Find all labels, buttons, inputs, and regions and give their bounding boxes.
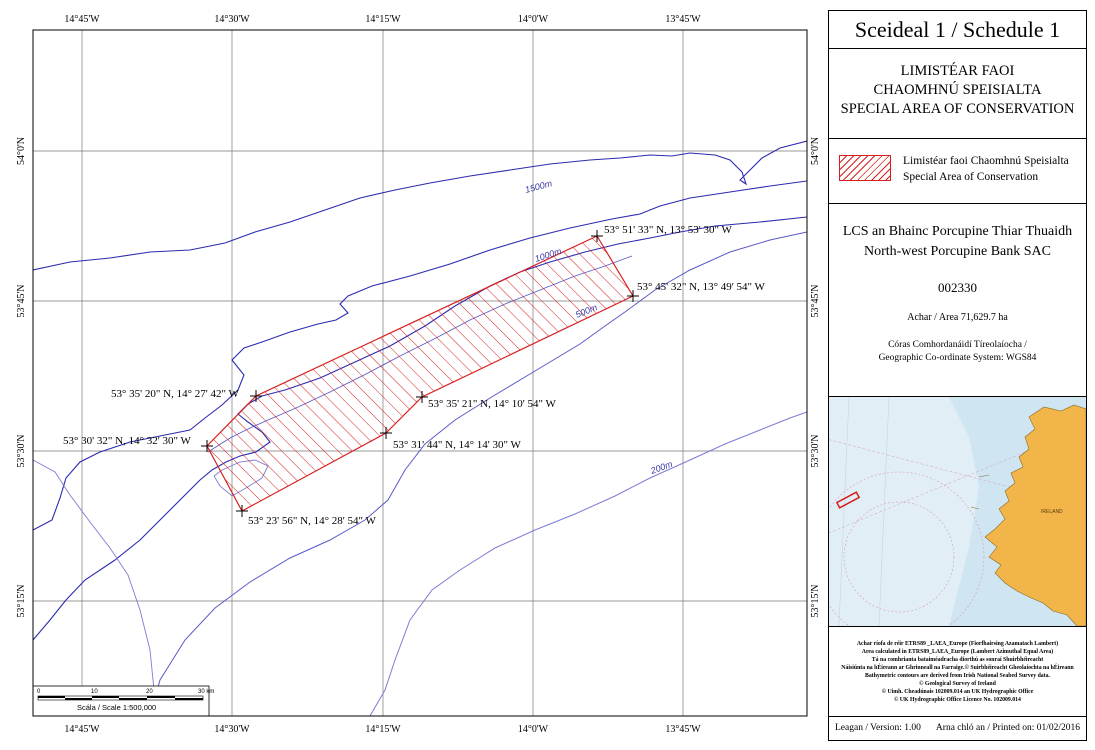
- top-lon-label: 14°45'W: [64, 14, 100, 25]
- vertex-markers: [201, 230, 639, 517]
- version-footer: Leagan / Version: 1.00 Arna chló an / Pr…: [829, 716, 1086, 740]
- credit-line: Tá na comhrianta bataiméadracha díorthú …: [871, 657, 1044, 663]
- legend-label-en: Special Area of Conservation: [903, 171, 1039, 183]
- sac-heading-line-2: CHAOMHNÚ SPEISIALTA: [873, 82, 1042, 98]
- bottom-lon-labels: 14°45'W 14°30'W 14°15'W 14°0'W 13°45'W: [64, 724, 701, 735]
- scale-caption: Scála / Scale 1:500,000: [77, 703, 156, 712]
- top-lon-label: 14°30'W: [214, 14, 250, 25]
- credit-line: Area calculated in ETRS89_LAEA_Europe (L…: [861, 649, 1054, 655]
- left-lat-label: 53°45'N: [16, 284, 27, 317]
- sac-heading: LIMISTÉAR FAOI CHAOMHNÚ SPEISIALTA SPECI…: [829, 49, 1086, 139]
- coord-system-ga: Córas Comhordanáidí Tíreolaíocha /: [888, 340, 1027, 350]
- left-lat-labels: 54°0'N 53°45'N 53°30'N 53°15'N: [16, 137, 27, 618]
- scale-tick-30: 30 km: [198, 689, 214, 695]
- right-lat-label: 53°45'N: [810, 284, 821, 317]
- vertex-label-3: 53° 35' 21" N, 14° 10' 54" W: [428, 398, 556, 410]
- inset-sac-location: [835, 491, 861, 509]
- credit-line: © Uimh. Cheadúnais 102009.014 an UK Hydr…: [881, 689, 1034, 695]
- ireland-landmass: [984, 404, 1086, 626]
- location-inset: IRELAND: [829, 397, 1086, 627]
- vertex-label-6: 53° 30' 32" N, 14° 32' 30" W: [63, 435, 191, 447]
- contour-1500m: [33, 140, 807, 271]
- inset-ireland-label: IRELAND: [1041, 509, 1063, 515]
- credit-line: © UK Hydrographic Office Licence No. 102…: [894, 697, 1021, 703]
- site-area: Achar / Area 71,629.7 ha: [907, 312, 1008, 323]
- vertex-label-2: 53° 45' 32" N, 13° 49' 54" W: [637, 281, 765, 293]
- bottom-lon-label: 14°45'W: [64, 724, 100, 735]
- left-lat-label: 53°15'N: [16, 584, 27, 617]
- site-name-ga: LCS an Bhainc Porcupine Thiar Thuaidh: [842, 224, 1073, 239]
- right-lat-label: 54°0'N: [810, 137, 821, 165]
- sac-polygon: [206, 235, 634, 512]
- printed-date: Arna chló an / Printed on: 01/02/2016: [935, 723, 1080, 733]
- vertex-label-1: 53° 51' 33" N, 13° 53' 30" W: [604, 224, 732, 236]
- top-lon-label: 13°45'W: [665, 14, 701, 25]
- coord-system: Córas Comhordanáidí Tíreolaíocha / Geogr…: [829, 339, 1086, 365]
- coord-system-en: Geographic Co-ordinate System: WGS84: [878, 353, 1037, 363]
- right-lat-labels: 54°0'N 53°45'N 53°30'N 53°15'N: [810, 137, 821, 618]
- right-lat-label: 53°15'N: [810, 584, 821, 617]
- bottom-lon-label: 14°30'W: [214, 724, 250, 735]
- graticule: [33, 30, 807, 716]
- credit-line: Achar ríofa de réir ETRS89 _LAEA_Europe …: [856, 641, 1059, 647]
- contour-inner: [33, 459, 156, 701]
- scale-bar: 0 10 20 30 km Scála / Scale 1:500,000: [33, 685, 214, 716]
- credit-line: Bathymetric contours are derived from Ir…: [865, 673, 1050, 679]
- legend-panel: Sceideal 1 / Schedule 1 LIMISTÉAR FAOI C…: [828, 10, 1087, 741]
- bottom-lon-label: 14°0'W: [518, 724, 549, 735]
- vertex-label-7: 53° 35' 20" N, 14° 27' 42" W: [111, 388, 239, 400]
- sac-hatch-swatch: [839, 155, 891, 181]
- vertex-label-4: 53° 31' 44" N, 14° 14' 30" W: [393, 439, 521, 451]
- site-name-en: North-west Porcupine Bank SAC: [863, 244, 1052, 259]
- contour-500m: [149, 231, 807, 716]
- site-code: 002330: [938, 280, 977, 295]
- scale-tick-20: 20: [146, 689, 153, 695]
- scale-tick-10: 10: [91, 689, 98, 695]
- left-lat-label: 53°30'N: [16, 434, 27, 467]
- version-label: Leagan / Version: 1.00: [835, 723, 921, 733]
- top-lon-label: 14°15'W: [365, 14, 401, 25]
- legend-text: Limistéar faoi Chaomhnú Speisialta Speci…: [903, 153, 1069, 185]
- contour-label-1500: 1500m: [524, 178, 554, 195]
- main-map: 1500m 1000m 500m 200m 53° 51' 33" N, 13°…: [16, 14, 821, 735]
- contour-label-200: 200m: [648, 459, 674, 477]
- bottom-lon-label: 13°45'W: [665, 724, 701, 735]
- sac-heading-line-3: SPECIAL AREA OF CONSERVATION: [840, 101, 1075, 117]
- scale-tick-0: 0: [37, 689, 41, 695]
- contour-1500m-south: [33, 180, 807, 531]
- site-info: LCS an Bhainc Porcupine Thiar Thuaidh No…: [829, 204, 1086, 397]
- sac-heading-line-1: LIMISTÉAR FAOI: [900, 63, 1015, 79]
- schedule-title: Sceideal 1 / Schedule 1: [829, 11, 1086, 49]
- top-lon-labels: 14°45'W 14°30'W 14°15'W 14°0'W 13°45'W: [64, 14, 701, 25]
- left-lat-label: 54°0'N: [16, 137, 27, 165]
- contour-200m: [369, 411, 807, 716]
- bottom-lon-label: 14°15'W: [365, 724, 401, 735]
- credits: Achar ríofa de réir ETRS89 _LAEA_Europe …: [829, 627, 1086, 717]
- top-lon-label: 14°0'W: [518, 14, 549, 25]
- inset-map: IRELAND: [829, 397, 1086, 626]
- legend-label-ga: Limistéar faoi Chaomhnú Speisialta: [903, 155, 1069, 167]
- legend: Limistéar faoi Chaomhnú Speisialta Speci…: [829, 139, 1086, 204]
- vertex-label-5: 53° 23' 56" N, 14° 28' 54" W: [248, 515, 376, 527]
- credit-line: Náisiúnta na hÉireann ar Ghrinneall na F…: [841, 665, 1074, 671]
- credit-line: © Geological Survey of Ireland: [919, 681, 996, 687]
- right-lat-label: 53°30'N: [810, 434, 821, 467]
- map-frame: [32, 29, 808, 717]
